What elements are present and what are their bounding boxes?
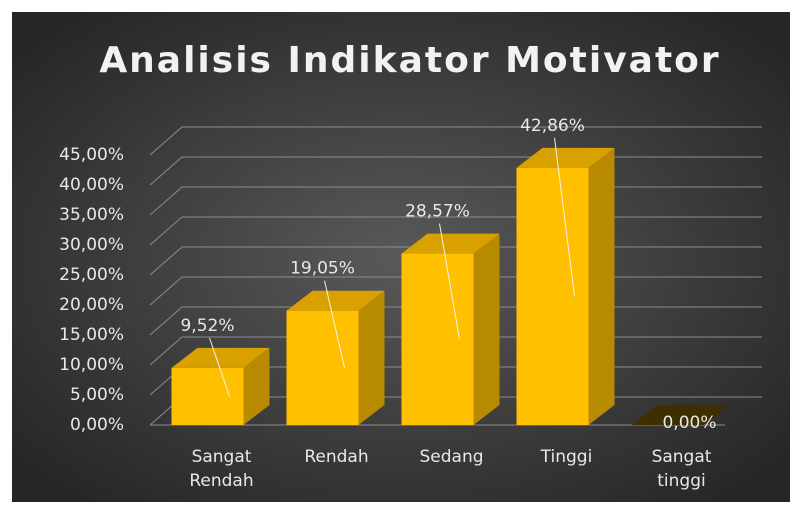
- leader-line: [554, 137, 575, 297]
- y-tick-label: 0,00%: [70, 415, 124, 435]
- y-tick-label: 30,00%: [59, 235, 124, 255]
- chart-title: Analisis Indikator Motivator: [99, 40, 720, 81]
- bar-face: [243, 347, 270, 425]
- data-label: 42,86%: [520, 116, 585, 136]
- grid-line: [149, 126, 762, 156]
- data-label: 9,52%: [180, 316, 234, 336]
- bar-face: [401, 253, 474, 425]
- leader-line: [439, 223, 460, 340]
- bar-face: [631, 405, 730, 425]
- bar-face: [516, 167, 589, 425]
- y-tick-label: 20,00%: [59, 295, 124, 315]
- bar-face: [401, 233, 500, 254]
- data-label: 19,05%: [290, 259, 355, 279]
- bar-face: [358, 290, 385, 425]
- y-tick-label: 40,00%: [59, 175, 124, 195]
- y-tick-label: 25,00%: [59, 265, 124, 285]
- y-tick-label: 10,00%: [59, 355, 124, 375]
- y-tick-label: 35,00%: [59, 205, 124, 225]
- bar-face: [171, 347, 270, 368]
- data-label: 28,57%: [405, 202, 470, 222]
- data-label: 0,00%: [662, 413, 716, 433]
- x-tick-label: Tinggi: [540, 447, 593, 467]
- x-tick-label: Rendah: [304, 447, 369, 467]
- y-tick-label: 15,00%: [59, 325, 124, 345]
- bar-face: [588, 147, 615, 425]
- leader-line: [209, 337, 230, 397]
- bar: [631, 405, 730, 425]
- bar-face: [286, 290, 385, 311]
- y-tick-label: 45,00%: [59, 145, 124, 165]
- x-tick-label: Sedang: [419, 447, 484, 467]
- bar: [171, 347, 270, 425]
- x-tick-label: Sangat Rendah: [189, 447, 254, 491]
- bar: [401, 233, 500, 425]
- bar-face: [286, 310, 359, 425]
- bar-face: [473, 233, 500, 425]
- bar-face: [516, 147, 615, 168]
- bar-face: [171, 367, 244, 425]
- x-tick-label: Sangat tinggi: [651, 447, 712, 491]
- bar: [516, 147, 615, 425]
- bar: [286, 290, 385, 425]
- leader-line: [324, 280, 345, 368]
- y-tick-label: 5,00%: [70, 385, 124, 405]
